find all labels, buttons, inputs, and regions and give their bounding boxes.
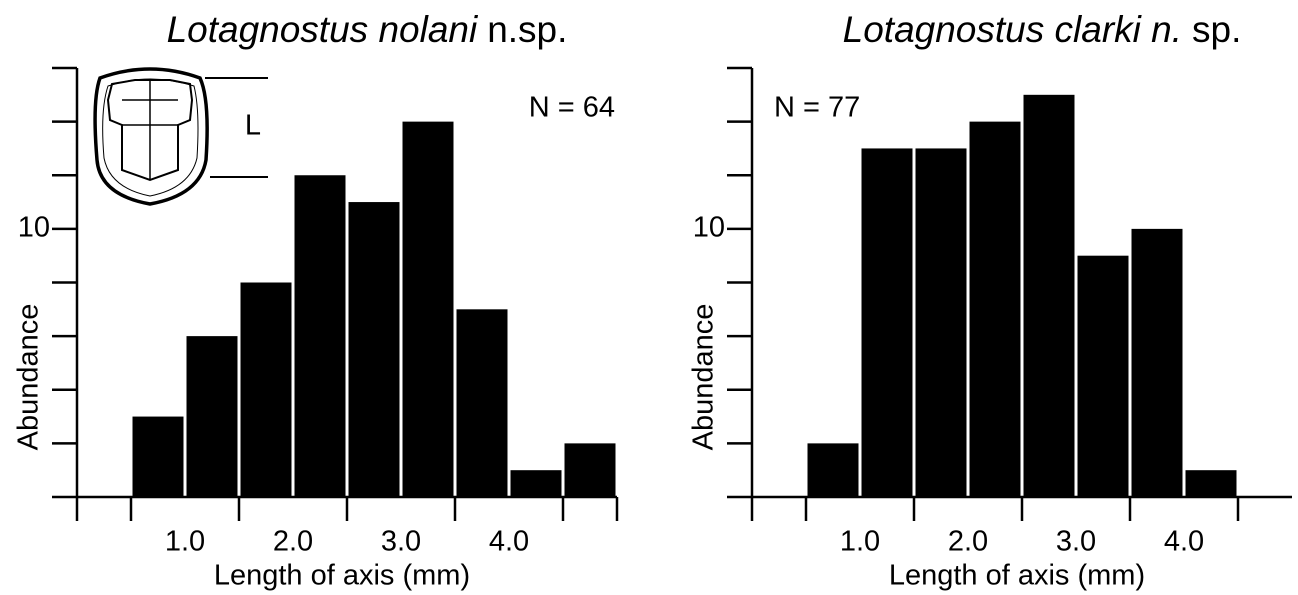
y-tick-label: 10 (18, 212, 50, 244)
y-tick-label: 10 (693, 212, 725, 244)
title-italic: Lotagnostus nolani (167, 9, 479, 50)
y-axis-label: Abundance (13, 304, 45, 451)
x-tick-label: 1.0 (840, 526, 880, 558)
bar (132, 416, 184, 497)
chart-title: Lotagnostus nolani n.sp. (167, 9, 568, 50)
bar (348, 202, 400, 497)
bar (402, 121, 454, 497)
bar (1077, 255, 1129, 497)
x-tick-label: 4.0 (489, 526, 529, 558)
bar (186, 336, 238, 497)
bar (807, 443, 859, 497)
title-rest: n.sp. (487, 9, 567, 50)
x-tick-label: 2.0 (273, 526, 313, 558)
bar (969, 121, 1021, 497)
x-axis-label: Length of axis (mm) (889, 560, 1145, 592)
inset-label: L (245, 110, 261, 142)
bar (294, 175, 346, 497)
bar (564, 443, 616, 497)
x-tick-label: 3.0 (1056, 526, 1096, 558)
bar (1185, 470, 1237, 497)
bar (1023, 94, 1075, 497)
title-rest: sp. (1192, 9, 1241, 50)
bar (1131, 228, 1183, 497)
title-italic: Lotagnostus clarki n. (843, 9, 1182, 50)
x-axis-label: Length of axis (mm) (214, 560, 470, 592)
bar (861, 148, 913, 497)
bar (510, 470, 562, 497)
annotation: N = 64 (529, 92, 615, 124)
chart-title: Lotagnostus clarki n. sp. (843, 9, 1242, 50)
x-tick-label: 4.0 (1164, 526, 1204, 558)
x-tick-label: 2.0 (948, 526, 988, 558)
inset-sketch (93, 67, 268, 206)
x-tick-label: 1.0 (165, 526, 205, 558)
x-tick-label: 3.0 (381, 526, 421, 558)
bar (240, 282, 292, 497)
bar (915, 148, 967, 497)
annotation: N = 77 (774, 92, 860, 124)
y-axis-label: Abundance (688, 304, 720, 451)
bar (456, 309, 508, 497)
